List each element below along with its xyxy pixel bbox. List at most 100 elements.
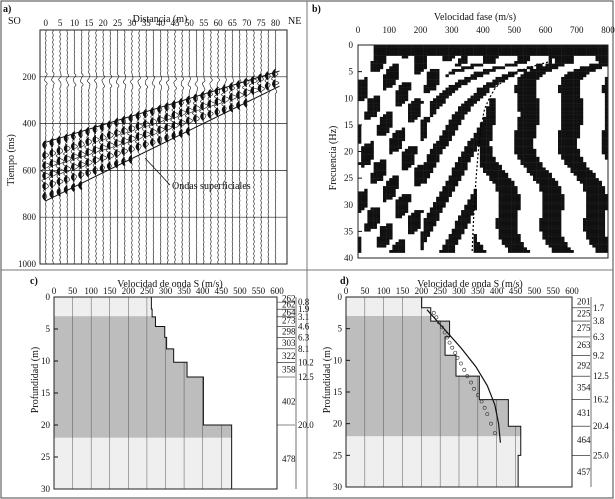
panel-b-heat-cell: [392, 178, 396, 181]
panel-a-trace-lobe: [49, 168, 53, 179]
panel-b-heat-cell: [414, 148, 418, 152]
panel-b-heat-cell: [504, 242, 509, 245]
panel-b-heat-cell: [492, 159, 496, 163]
panel-b-heat-cell: [529, 124, 534, 128]
panel-b-heat-cell: [401, 151, 406, 155]
panel-b-heat-cell: [586, 234, 590, 237]
panel-b-heat-cell: [379, 119, 384, 123]
panel-b-heat-cell: [551, 50, 556, 54]
panel-b-heat-cell: [489, 132, 493, 136]
panel-b-heat-cell: [567, 84, 571, 88]
panel-b-heat-cell: [426, 159, 431, 163]
panel-a-trace-lobe: [228, 92, 233, 103]
panel-b-heat-cell: [470, 50, 474, 54]
panel-b-heat-cell: [379, 167, 384, 171]
panel-b-heat-cell: [545, 172, 549, 176]
panel-d-vs-label: 201: [577, 296, 591, 306]
panel-b-heat-cell: [392, 71, 396, 75]
panel-b-heat-cell: [533, 172, 537, 176]
panel-c-ytick-label: 20: [41, 420, 51, 430]
panel-b-heat-cell: [476, 250, 481, 253]
panel-b-heat-cell: [458, 231, 462, 235]
panel-b-heat-cell: [548, 52, 552, 56]
panel-b-heat-cell: [411, 223, 415, 227]
panel-b-heat-cell: [398, 87, 402, 91]
panel-b-heat-cell: [386, 127, 390, 131]
panel-b-heat-cell: [570, 52, 574, 56]
panel-b-heat-cell: [561, 207, 565, 211]
panel-b-heat-cell: [470, 140, 474, 144]
panel-b-heat-cell: [458, 106, 462, 110]
panel-b-heat-cell: [426, 74, 431, 78]
panel-b-heat-cell: [539, 186, 543, 189]
panel-b-heat-cell: [408, 151, 412, 155]
panel-b-heat-cell: [364, 79, 368, 83]
panel-b-heat-cell: [573, 108, 577, 112]
panel-b-heat-cell: [517, 55, 521, 59]
panel-b-heat-cell: [417, 114, 421, 118]
panel-c-depth-label: 20.0: [298, 420, 314, 430]
panel-b-heat-cell: [592, 188, 596, 192]
panel-b-heat-cell: [579, 108, 584, 112]
panel-b-heat-cell: [467, 66, 471, 70]
panel-b-heat-cell: [439, 199, 443, 203]
panel-b-heat-cell: [526, 122, 531, 126]
panel-b-heat-cell: [589, 186, 593, 189]
panel-b-heat-cell: [523, 100, 527, 104]
panel-b-heat-cell: [567, 58, 571, 62]
panel-b-heat-cell: [601, 52, 606, 56]
panel-b-heat-cell: [573, 45, 577, 48]
panel-b-heat-cell: [595, 226, 599, 229]
panel-b-xtick-label: 300: [445, 25, 459, 35]
panel-b-heat-cell: [542, 202, 546, 205]
panel-c-vs-label: 262: [282, 300, 296, 310]
panel-b-heat-cell: [445, 127, 449, 131]
panel-b-heat-cell: [445, 242, 449, 245]
panel-b-heat-cell: [476, 71, 481, 75]
panel-a-ytick-label: 400: [23, 119, 37, 129]
panel-b-heat-cell: [404, 204, 409, 208]
panel-b-heat-cell: [423, 164, 427, 168]
panel-b-heat-cell: [517, 140, 521, 144]
panel-b-heat-cell: [579, 106, 584, 110]
panel-b-heat-cell: [436, 196, 440, 200]
panel-b-heat-cell: [429, 218, 434, 221]
panel-b-heat-cell: [420, 170, 424, 173]
panel-b-heat-cell: [376, 132, 381, 136]
panel-d-depth-label: 16.2: [593, 395, 609, 405]
panel-b-heat-cell: [373, 218, 377, 221]
panel-b-heat-cell: [489, 122, 493, 126]
panel-b-heat-cell: [417, 47, 421, 51]
panel-b-heat-cell: [526, 47, 531, 51]
panel-b-heat-cell: [395, 130, 399, 134]
panel-a-trace-lobe: [42, 181, 46, 192]
panel-b-heat-cell: [451, 122, 456, 126]
panel-b-heat-cell: [551, 45, 556, 48]
panel-b-heat-cell: [545, 194, 549, 197]
panel-b-heat-cell: [358, 140, 362, 144]
panel-b-heat-cell: [561, 114, 565, 118]
panel-b-heat-cell: [495, 178, 499, 181]
panel-b-heat-cell: [445, 199, 449, 203]
panel-b-heat-cell: [470, 52, 474, 56]
panel-b-heat-cell: [414, 167, 418, 171]
panel-b-heat-cell: [383, 122, 387, 126]
panel-b-heat-cell: [517, 90, 521, 94]
panel-b-heat-cell: [379, 234, 384, 237]
panel-b-heat-cell: [514, 87, 518, 91]
panel-b-heat-cell: [526, 100, 531, 104]
panel-b-heat-cell: [420, 178, 424, 181]
panel-b-heat-cell: [370, 180, 374, 184]
panel-b-heat-cell: [454, 82, 459, 86]
panel-b-heat-cell: [576, 108, 581, 112]
panel-b-heat-cell: [523, 132, 527, 136]
panel-b-heat-cell: [526, 71, 531, 75]
panel-b-heat-cell: [476, 87, 481, 91]
panel-b-heat-cell: [523, 143, 527, 147]
panel-b-heat-cell: [392, 143, 396, 147]
panel-a-trace-lobe: [42, 191, 46, 202]
panel-b-heat-cell: [529, 82, 534, 86]
panel-b-heat-cell: [411, 111, 415, 115]
panel-b-heat-cell: [358, 242, 362, 245]
panel-b-heat-cell: [370, 210, 374, 213]
